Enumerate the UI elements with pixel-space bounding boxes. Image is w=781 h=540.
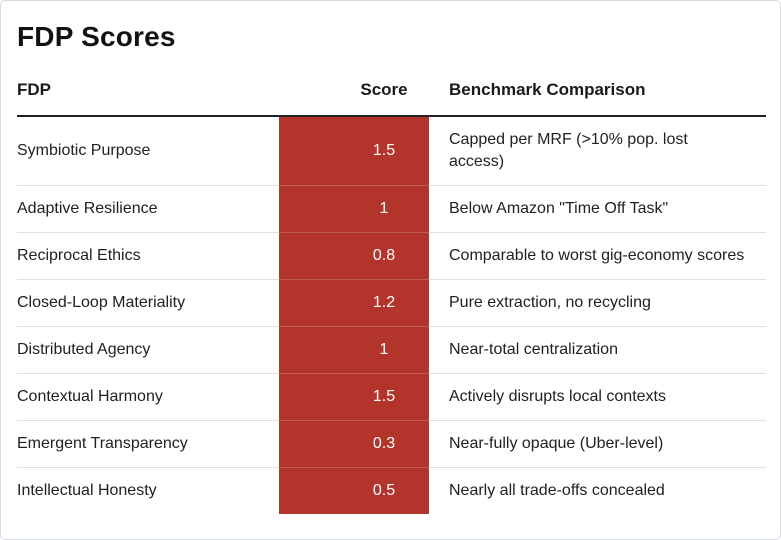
score-cell: 1: [279, 326, 429, 374]
table-row: Emergent Transparency 0.3 Near-fully opa…: [17, 420, 766, 468]
fdp-scores-table: FDP Score Benchmark Comparison Symbiotic…: [17, 69, 766, 514]
fdp-cell: Intellectual Honesty: [17, 482, 157, 499]
score-cell: 1.5: [279, 116, 429, 186]
fdp-cell: Closed-Loop Materiality: [17, 279, 279, 327]
score-cell: 0.3: [279, 420, 429, 468]
fdp-cell: Contextual Harmony: [17, 373, 279, 421]
page-title: FDP Scores: [17, 21, 176, 52]
benchmark-cell: Nearly all trade-offs concealed: [449, 482, 665, 499]
table-row: Closed-Loop Materiality 1.2 Pure extract…: [17, 279, 766, 327]
benchmark-cell: Actively disrupts local contexts: [429, 373, 766, 421]
column-header-benchmark: Benchmark Comparison: [429, 69, 766, 117]
score-cell: 0.8: [279, 232, 429, 280]
table-row: Reciprocal Ethics 0.8 Comparable to wors…: [17, 232, 766, 280]
table-header-row: FDP Score Benchmark Comparison: [17, 69, 766, 117]
score-cell: 0.5: [279, 467, 429, 514]
fdp-cell: Reciprocal Ethics: [17, 232, 279, 280]
benchmark-cell: Pure extraction, no recycling: [429, 279, 766, 327]
table-row: Symbiotic Purpose 1.5 Capped per MRF (>1…: [17, 116, 766, 186]
table-row: Distributed Agency 1 Near-total centrali…: [17, 326, 766, 374]
column-header-score: Score: [279, 69, 429, 117]
fdp-cell: Adaptive Resilience: [17, 185, 279, 233]
table-row: Intellectual Honesty 0.5 Nearly all trad…: [17, 467, 766, 514]
benchmark-cell: Near-fully opaque (Uber-level): [429, 420, 766, 468]
score-cell: 1.2: [279, 279, 429, 327]
fdp-cell: Symbiotic Purpose: [17, 116, 279, 186]
table-row: Adaptive Resilience 1 Below Amazon "Time…: [17, 185, 766, 233]
benchmark-cell: Below Amazon "Time Off Task": [429, 185, 766, 233]
benchmark-cell: Capped per MRF (>10% pop. lost access): [429, 116, 766, 186]
column-header-fdp: FDP: [17, 69, 279, 117]
score-cell: 1: [279, 185, 429, 233]
fdp-cell: Emergent Transparency: [17, 420, 279, 468]
score-cell: 1.5: [279, 373, 429, 421]
table-row: Contextual Harmony 1.5 Actively disrupts…: [17, 373, 766, 421]
benchmark-cell: Comparable to worst gig-economy scores: [429, 232, 766, 280]
benchmark-cell: Near-total centralization: [429, 326, 766, 374]
fdp-cell: Distributed Agency: [17, 326, 279, 374]
